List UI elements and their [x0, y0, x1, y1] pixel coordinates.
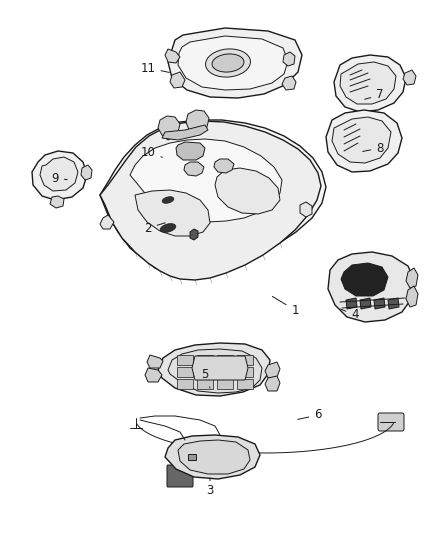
Polygon shape [135, 190, 210, 236]
FancyBboxPatch shape [156, 193, 190, 217]
Polygon shape [282, 76, 296, 90]
Polygon shape [237, 355, 253, 365]
Polygon shape [328, 252, 414, 322]
Polygon shape [214, 159, 234, 173]
Circle shape [223, 443, 241, 461]
Polygon shape [341, 263, 388, 296]
FancyBboxPatch shape [167, 465, 193, 487]
Text: 7: 7 [365, 88, 384, 101]
Circle shape [209, 445, 220, 456]
Polygon shape [190, 229, 198, 240]
Polygon shape [237, 367, 253, 377]
Polygon shape [178, 36, 288, 90]
Polygon shape [168, 349, 262, 393]
Polygon shape [147, 355, 163, 368]
Circle shape [214, 461, 223, 470]
Circle shape [185, 440, 199, 454]
FancyBboxPatch shape [153, 218, 193, 246]
Polygon shape [145, 368, 162, 382]
Text: 3: 3 [206, 478, 214, 497]
Polygon shape [177, 367, 193, 377]
Polygon shape [177, 379, 193, 389]
Polygon shape [158, 343, 270, 396]
Text: 5: 5 [201, 368, 210, 388]
Polygon shape [178, 440, 250, 474]
Polygon shape [326, 110, 402, 172]
Text: 11: 11 [141, 61, 169, 75]
Ellipse shape [160, 224, 176, 232]
Polygon shape [130, 139, 282, 222]
Polygon shape [374, 298, 385, 309]
Circle shape [227, 447, 237, 457]
Text: 8: 8 [363, 141, 384, 155]
Ellipse shape [212, 54, 244, 72]
Text: 6: 6 [298, 408, 322, 422]
Polygon shape [50, 196, 64, 208]
Polygon shape [217, 355, 233, 365]
Polygon shape [100, 121, 321, 280]
Polygon shape [184, 162, 204, 176]
Polygon shape [186, 110, 209, 135]
Polygon shape [217, 379, 233, 389]
Polygon shape [197, 379, 213, 389]
Polygon shape [100, 120, 326, 274]
Polygon shape [81, 165, 92, 180]
Text: 9: 9 [51, 172, 67, 184]
FancyBboxPatch shape [378, 413, 404, 431]
Polygon shape [162, 125, 208, 140]
Polygon shape [283, 52, 295, 66]
Ellipse shape [205, 49, 251, 77]
Polygon shape [192, 356, 248, 380]
Polygon shape [346, 298, 357, 309]
Polygon shape [168, 28, 302, 98]
Polygon shape [332, 117, 391, 163]
Polygon shape [340, 62, 396, 104]
Circle shape [205, 440, 225, 460]
Polygon shape [406, 268, 418, 288]
Polygon shape [158, 116, 180, 140]
Polygon shape [188, 454, 196, 460]
Polygon shape [300, 202, 312, 217]
Polygon shape [217, 367, 233, 377]
Polygon shape [32, 151, 87, 200]
Circle shape [230, 460, 240, 470]
Polygon shape [100, 215, 114, 229]
Polygon shape [197, 355, 213, 365]
Polygon shape [165, 49, 180, 63]
Polygon shape [265, 362, 280, 378]
Circle shape [210, 457, 226, 473]
Polygon shape [403, 70, 416, 85]
Text: 4: 4 [341, 309, 359, 321]
Polygon shape [197, 367, 213, 377]
Text: 2: 2 [144, 222, 165, 235]
Polygon shape [176, 142, 205, 160]
Polygon shape [165, 435, 260, 479]
Polygon shape [406, 286, 418, 307]
Circle shape [226, 456, 244, 474]
Polygon shape [215, 168, 280, 214]
Text: 1: 1 [272, 296, 299, 317]
Polygon shape [40, 157, 78, 191]
Polygon shape [334, 55, 406, 112]
Polygon shape [265, 376, 280, 391]
Ellipse shape [162, 197, 174, 203]
Polygon shape [388, 298, 399, 309]
Polygon shape [360, 298, 371, 309]
Polygon shape [170, 72, 185, 88]
Text: 10: 10 [141, 147, 162, 159]
Polygon shape [237, 379, 253, 389]
Polygon shape [177, 355, 193, 365]
